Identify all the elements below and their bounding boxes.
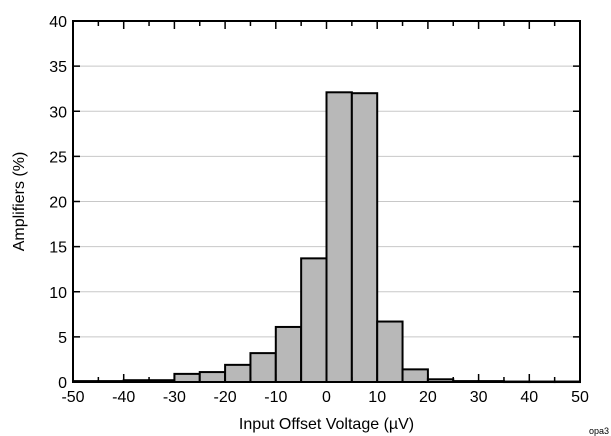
y-tick-label: 20 bbox=[49, 195, 67, 212]
y-tick-label: 35 bbox=[49, 59, 67, 76]
watermark-text: opa3 bbox=[589, 426, 609, 436]
x-axis-title: Input Offset Voltage (µV) bbox=[239, 416, 414, 433]
histogram-bar bbox=[350, 92, 379, 383]
histogram-bar bbox=[274, 325, 303, 384]
x-tick-label: -30 bbox=[163, 389, 186, 406]
histogram-bar bbox=[249, 352, 277, 383]
histogram-bar bbox=[224, 363, 252, 384]
x-tick-label: 20 bbox=[419, 389, 437, 406]
y-tick-label: 25 bbox=[49, 149, 67, 166]
x-tick-labels: -50 -40 -30 -20 -10 0 10 20 30 40 50 bbox=[61, 389, 589, 406]
x-tick-label: -10 bbox=[264, 389, 287, 406]
histogram-bar bbox=[173, 372, 201, 384]
histogram-bar bbox=[198, 371, 227, 384]
histogram-bar bbox=[376, 320, 404, 383]
x-tick-label: 50 bbox=[571, 389, 589, 406]
y-tick-label: 15 bbox=[49, 240, 67, 257]
y-tick-label: 10 bbox=[49, 285, 67, 302]
y-tick-labels: 0 5 10 15 20 25 30 35 40 bbox=[49, 14, 67, 392]
y-tick-label: 5 bbox=[58, 330, 67, 347]
x-tick-label: -20 bbox=[214, 389, 237, 406]
histogram-bar bbox=[401, 368, 429, 383]
axis-ticks bbox=[72, 20, 581, 383]
histogram-bar bbox=[325, 91, 353, 384]
x-tick-label: 40 bbox=[520, 389, 538, 406]
x-tick-label: -40 bbox=[112, 389, 135, 406]
y-tick-label: 0 bbox=[58, 375, 67, 392]
x-tick-label: 10 bbox=[368, 389, 386, 406]
y-axis-title: Amplifiers (%) bbox=[11, 152, 28, 252]
histogram-bars bbox=[72, 91, 582, 384]
x-tick-label: 0 bbox=[322, 389, 331, 406]
x-tick-label: 30 bbox=[470, 389, 488, 406]
y-tick-label: 30 bbox=[49, 104, 67, 121]
histogram-bar bbox=[300, 257, 328, 384]
y-tick-label: 40 bbox=[49, 14, 67, 31]
x-tick-label: -50 bbox=[61, 389, 84, 406]
